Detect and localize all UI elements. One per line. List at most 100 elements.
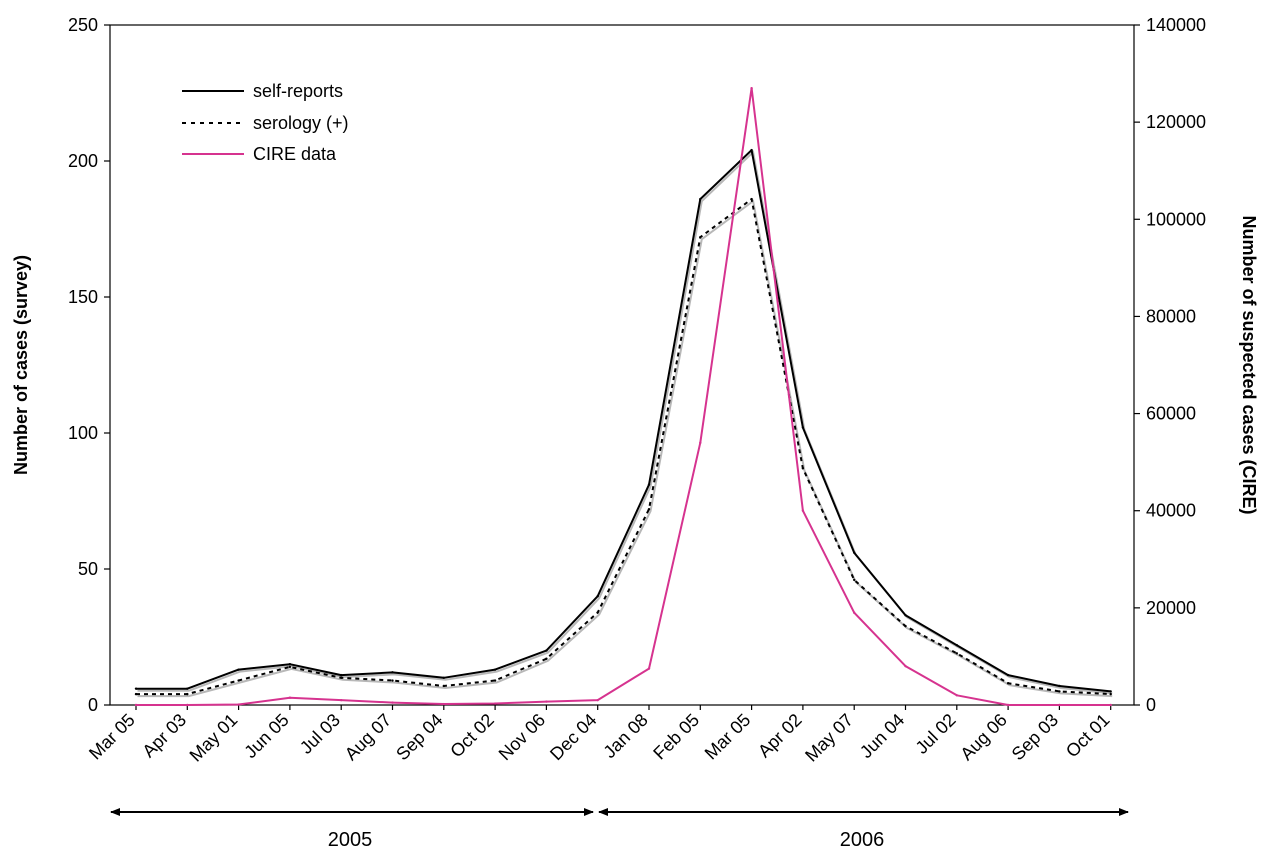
x-tick-label: Sep 04 <box>392 710 446 764</box>
period-label-2006: 2006 <box>840 829 885 848</box>
data-point-cire-data <box>391 701 394 704</box>
x-tick-label: Apr 03 <box>138 710 190 762</box>
x-tick-label: Oct 01 <box>1062 710 1114 762</box>
left-tick-label: 150 <box>68 287 98 307</box>
data-point-serology <box>391 679 394 682</box>
right-tick-label: 80000 <box>1146 306 1196 326</box>
data-point-self-reports <box>596 595 599 598</box>
data-point-serology <box>237 679 240 682</box>
x-tick-label: Oct 02 <box>446 710 498 762</box>
data-point-self-reports <box>1109 690 1112 693</box>
data-point-cire-data <box>955 694 958 697</box>
x-tick-label: Jul 03 <box>296 710 344 758</box>
data-point-self-reports <box>186 687 189 690</box>
left-axis-title: Number of cases (survey) <box>11 255 31 475</box>
data-point-serology <box>340 676 343 679</box>
data-point-cire-data <box>340 698 343 702</box>
data-point-cire-data <box>442 702 445 706</box>
left-tick-label: 250 <box>68 15 98 35</box>
x-tick-label: Jul 02 <box>912 710 960 758</box>
data-point-self-reports <box>340 673 343 677</box>
legend-label-cire: CIRE data <box>253 144 337 164</box>
x-tick-label: Nov 06 <box>495 710 549 764</box>
data-point-cire-data <box>1058 703 1061 707</box>
right-y-axis: 0 20000 40000 60000 80000 100000 120000 140000 <box>1134 15 1206 715</box>
data-point-serology <box>955 652 958 655</box>
x-tick-label: Jun 04 <box>856 710 908 762</box>
data-point-self-reports <box>1058 684 1061 688</box>
data-point-self-reports <box>955 643 958 647</box>
left-tick-label: 50 <box>78 559 98 579</box>
series-line-cire-data <box>136 87 1111 706</box>
data-point-self-reports <box>647 483 651 486</box>
data-point-serology <box>442 684 445 688</box>
left-tick-label: 200 <box>68 151 98 171</box>
data-point-cire-data <box>288 696 292 699</box>
data-point-self-reports <box>288 663 292 666</box>
right-tick-label: 0 <box>1146 695 1156 715</box>
data-point-cire-data <box>801 509 805 512</box>
data-point-cire-data <box>493 702 497 705</box>
x-tick-label: Mar 05 <box>701 710 755 764</box>
data-point-serology <box>647 507 651 511</box>
data-point-self-reports <box>750 148 753 152</box>
x-tick-label: Dec 04 <box>546 710 600 764</box>
period-label-2005: 2005 <box>328 829 373 848</box>
data-point-cire-data <box>904 664 907 668</box>
data-point-cire-data <box>134 703 138 707</box>
series-line-serology <box>136 198 1111 696</box>
data-point-self-reports <box>442 676 445 679</box>
data-point-self-reports <box>699 197 702 201</box>
data-point-serology <box>1006 682 1010 685</box>
period-arrows: 2005 2006 <box>110 808 1129 848</box>
right-tick-label: 20000 <box>1146 598 1196 618</box>
left-y-axis: 0 50 100 150 200 250 <box>68 15 110 715</box>
data-point-self-reports <box>545 649 548 652</box>
right-tick-label: 40000 <box>1146 501 1196 521</box>
data-point-serology <box>545 657 548 660</box>
data-point-serology <box>1058 690 1061 693</box>
data-point-self-reports <box>1006 673 1010 677</box>
data-point-self-reports <box>237 668 240 671</box>
data-point-cire-data <box>647 667 651 670</box>
data-point-serology <box>134 692 138 696</box>
series-line-self-reports <box>136 149 1111 693</box>
data-point-serology <box>853 578 856 582</box>
data-point-self-reports <box>391 671 394 674</box>
legend: self-reports serology (+) CIRE data <box>182 81 349 164</box>
data-point-self-reports <box>493 668 497 671</box>
data-point-self-reports <box>134 687 138 690</box>
data-point-cire-data <box>186 703 189 707</box>
x-tick-label: Aug 07 <box>341 710 395 764</box>
series-shadow-serology <box>137 199 1113 698</box>
data-point-self-reports <box>853 551 856 554</box>
left-tick-label: 0 <box>88 695 98 715</box>
data-point-serology <box>1109 692 1112 696</box>
x-tick-label: Jun 05 <box>240 710 292 762</box>
x-tick-label: Aug 06 <box>956 710 1010 764</box>
right-tick-label: 120000 <box>1146 112 1206 132</box>
x-tick-label: Feb 05 <box>649 710 703 764</box>
data-point-cire-data <box>1109 703 1112 707</box>
data-point-cire-data <box>545 700 548 703</box>
left-tick-label: 100 <box>68 423 98 443</box>
data-point-cire-data <box>1006 703 1010 707</box>
data-point-self-reports <box>904 614 907 617</box>
data-point-serology <box>288 665 292 669</box>
series-layer <box>134 86 1113 707</box>
right-tick-label: 100000 <box>1146 209 1206 229</box>
data-point-cire-data <box>237 703 240 706</box>
x-tick-label: Sep 03 <box>1008 710 1062 764</box>
data-point-serology <box>699 235 702 239</box>
plot-area <box>109 24 1135 706</box>
right-tick-label: 140000 <box>1146 15 1206 35</box>
data-point-cire-data <box>750 86 753 90</box>
data-point-serology <box>801 467 805 470</box>
x-tick-label: May 01 <box>186 710 242 766</box>
data-point-serology <box>596 611 599 614</box>
data-point-cire-data <box>699 441 702 444</box>
right-tick-label: 60000 <box>1146 404 1196 424</box>
legend-label-self-reports: self-reports <box>253 81 343 101</box>
